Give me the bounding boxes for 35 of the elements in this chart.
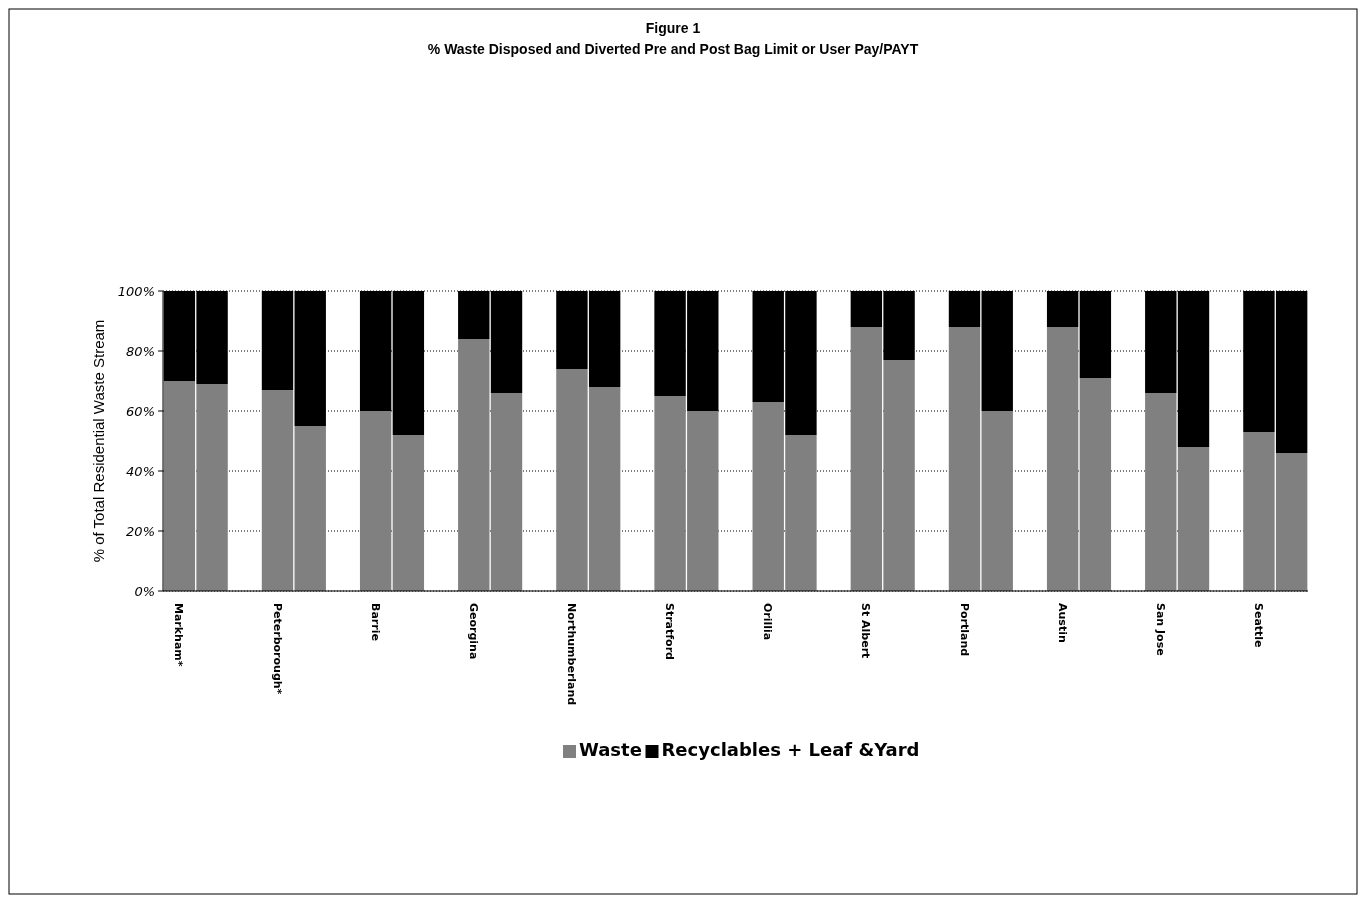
x-tick-label: Georgina — [466, 603, 480, 660]
y-tick-label: 40% — [126, 463, 155, 479]
y-axis-title: % of Total Residential Waste Stream — [90, 319, 107, 563]
chart-title: Figure 1 — [645, 20, 701, 36]
bar — [1145, 393, 1177, 591]
bar — [458, 339, 490, 591]
x-tick-label: Markham* — [172, 603, 186, 667]
bar — [490, 393, 523, 591]
bar — [359, 411, 392, 591]
bar — [981, 411, 1013, 591]
legend-label: Recyclables + Leaf &Yard — [661, 739, 920, 760]
x-tick-label: San Jose — [1153, 603, 1167, 656]
x-tick-label: Barrie — [368, 603, 382, 641]
y-tick-label: 0% — [134, 583, 155, 599]
x-tick-label: Peterborough* — [270, 603, 284, 695]
x-tick-label: Portland — [957, 603, 971, 657]
chart-subtitle: % Waste Disposed and Diverted Pre and Post Bag Limit or User Pay/PAYT — [427, 41, 919, 57]
y-tick-label: 20% — [126, 523, 155, 539]
bar — [294, 426, 326, 591]
x-tick-label: Northumberland — [565, 603, 579, 706]
bar — [392, 435, 425, 591]
y-tick-label: 60% — [126, 403, 155, 419]
y-tick-label: 80% — [126, 343, 155, 359]
bar — [1079, 378, 1112, 591]
legend-label: Waste — [579, 739, 642, 760]
bar — [948, 327, 981, 591]
x-tick-label: Austin — [1055, 603, 1069, 643]
x-tick-label: Orillia — [761, 603, 775, 641]
bar — [261, 390, 294, 591]
x-tick-label: Stratford — [663, 603, 677, 660]
bar — [1046, 327, 1079, 591]
y-tick-label: 100% — [117, 283, 155, 299]
x-tick-label: Seattle — [1252, 603, 1266, 648]
x-tick-label: St Albert — [859, 603, 873, 659]
bar — [1177, 447, 1210, 591]
